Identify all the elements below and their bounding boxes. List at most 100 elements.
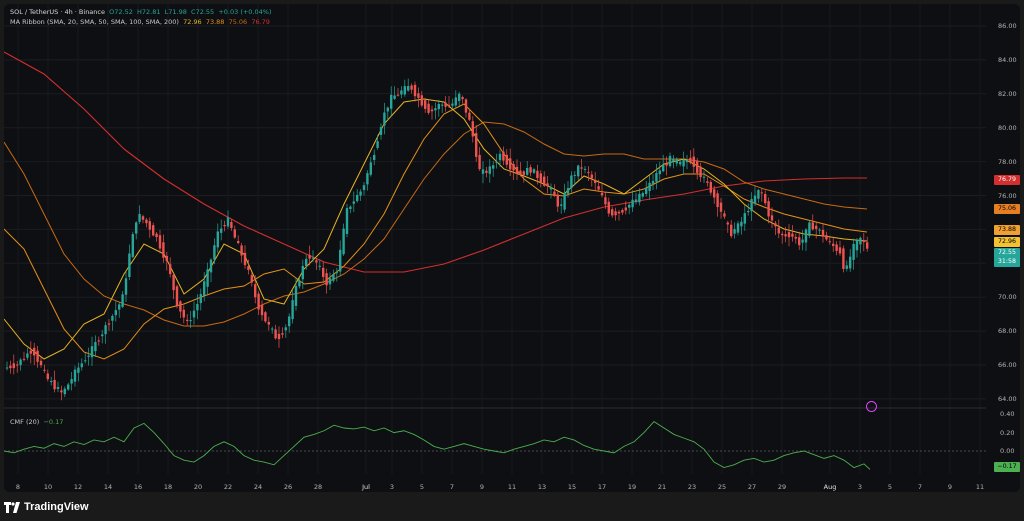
candle-body	[515, 166, 519, 174]
candle-body	[624, 207, 627, 211]
ribbon-value-ma100: 75.06	[228, 18, 248, 26]
candle-body	[356, 195, 359, 202]
candle-body	[101, 334, 104, 337]
candle-body	[509, 158, 512, 170]
candle-body	[26, 353, 29, 358]
candle-body	[536, 170, 539, 179]
compass-icon[interactable]	[866, 401, 877, 412]
candle-body	[770, 215, 774, 221]
candle-body	[179, 301, 182, 312]
time-axis-label: 29	[777, 483, 787, 491]
chart-canvas[interactable]	[4, 4, 1020, 492]
time-axis-label: 26	[283, 483, 293, 491]
symbol-title[interactable]: SOL / TetherUS · 4h · Binance	[10, 8, 105, 16]
candle-body	[325, 273, 328, 286]
candle-body	[352, 201, 355, 204]
brand-logo[interactable]: TradingView	[4, 500, 89, 514]
candle-body	[291, 300, 294, 320]
time-axis-label: 21	[657, 483, 667, 491]
candle-body	[764, 193, 767, 204]
candle-body	[702, 176, 706, 178]
candle-body	[362, 185, 366, 190]
candle-body	[29, 350, 32, 354]
ribbon-title[interactable]: MA Ribbon (SMA, 20, SMA, 50, SMA, 100, S…	[10, 18, 179, 26]
candle-body	[67, 384, 70, 390]
candle-body	[811, 222, 814, 230]
time-axis-label: 22	[223, 483, 233, 491]
candle-body	[46, 373, 49, 380]
candle-body	[162, 242, 165, 258]
candle-body	[808, 222, 811, 236]
candle-body	[723, 213, 726, 217]
candle-body	[611, 209, 614, 216]
candle-body	[19, 359, 22, 366]
candle-body	[502, 151, 505, 161]
candle-body	[767, 201, 770, 217]
candle-body	[757, 190, 760, 199]
candle-body	[832, 243, 835, 247]
candle-body	[390, 94, 393, 109]
candle-body	[114, 310, 117, 316]
candle-body	[138, 213, 141, 222]
candle-body	[815, 225, 818, 229]
candle-body	[124, 278, 128, 295]
candle-body	[386, 107, 389, 112]
candle-body	[223, 225, 226, 227]
candle-body	[145, 219, 148, 224]
candle-body	[5, 367, 9, 369]
candle-body	[689, 157, 692, 162]
candle-body	[648, 182, 651, 191]
chart-area[interactable]: SOL / TetherUS · 4h · Binance O72.52 H72…	[4, 4, 1020, 492]
price-axis-label: 64.00	[998, 394, 1017, 403]
cmf-value: −0.17	[43, 418, 64, 426]
candle-body	[818, 229, 821, 231]
candle-body	[563, 192, 566, 210]
candle-body	[328, 278, 332, 285]
candle-body	[454, 97, 457, 106]
candle-body	[271, 328, 274, 330]
candle-body	[464, 99, 468, 113]
candle-body	[70, 379, 73, 384]
time-axis-label: 11	[975, 483, 985, 491]
candle-body	[403, 86, 406, 95]
time-axis-label: 5	[419, 483, 425, 491]
candle-body	[753, 195, 757, 204]
candle-body	[478, 154, 481, 170]
candle-body	[158, 235, 162, 249]
candle-body	[281, 333, 284, 335]
candle-body	[638, 193, 641, 203]
candle-body	[798, 237, 801, 246]
candle-body	[696, 160, 699, 173]
candle-body	[821, 229, 825, 237]
candle-body	[284, 327, 287, 331]
candle-body	[645, 187, 648, 194]
cmf-label[interactable]: CMF (20)	[10, 418, 40, 426]
candle-body	[111, 315, 114, 321]
candle-body	[220, 228, 223, 233]
candle-body	[488, 166, 491, 174]
candle-body	[213, 245, 216, 260]
candle-body	[189, 320, 192, 322]
candle-body	[257, 293, 260, 310]
candle-body	[621, 209, 624, 213]
time-axis-label: 11	[507, 483, 517, 491]
open-value: O72.52	[109, 8, 133, 16]
candle-body	[566, 188, 570, 194]
time-axis-label: Jul	[362, 483, 370, 491]
candle-body	[750, 199, 753, 212]
candle-body	[128, 253, 131, 277]
candle-body	[104, 325, 107, 335]
candle-body	[315, 260, 318, 263]
candle-body	[522, 171, 525, 175]
candle-body	[206, 269, 209, 287]
last-price-tag: 72.55	[994, 248, 1020, 258]
low-value: L71.98	[164, 8, 187, 16]
candle-body	[169, 264, 172, 275]
candle-body	[685, 160, 689, 163]
candle-body	[481, 169, 485, 174]
candle-body	[617, 211, 621, 214]
candle-body	[396, 94, 400, 96]
candle-body	[441, 104, 444, 106]
candle-body	[22, 358, 26, 360]
